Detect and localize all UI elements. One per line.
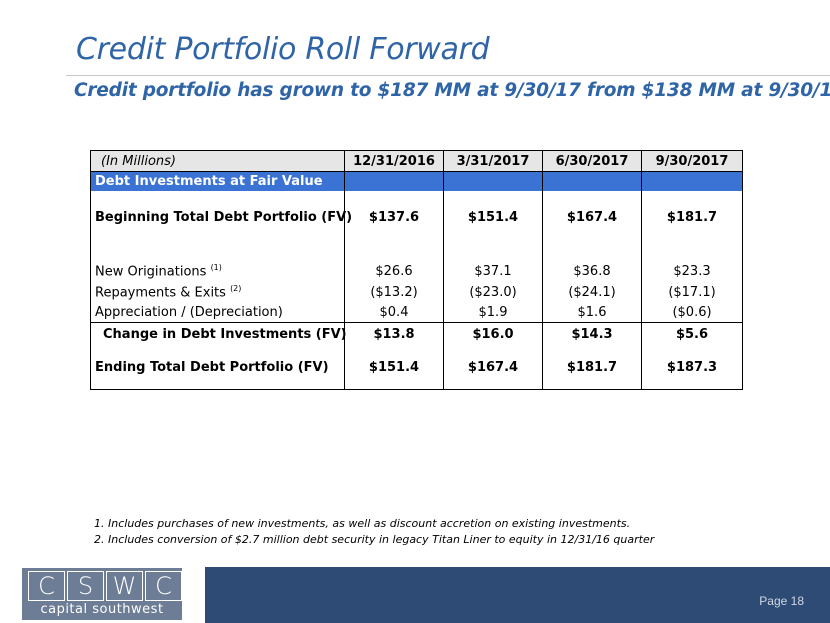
footnote-marker: (1) — [210, 262, 222, 272]
row-label: Ending Total Debt Portfolio (FV) — [90, 345, 345, 390]
column-header: 12/31/2016 — [344, 150, 444, 172]
cell-value: ($13.2) — [344, 282, 444, 302]
table-row: Change in Debt Investments (FV) $13.8 $1… — [90, 322, 743, 345]
cell-value: $137.6 — [344, 191, 444, 243]
footer-band: Page 18 — [205, 567, 830, 623]
logo-letters: C S W C — [28, 571, 184, 601]
title-divider — [66, 75, 830, 76]
table-row: Ending Total Debt Portfolio (FV) $151.4 … — [90, 345, 743, 390]
footnote-marker: (2) — [230, 283, 242, 293]
table-row: Beginning Total Debt Portfolio (FV) $137… — [90, 191, 743, 243]
cell-value: $23.3 — [641, 243, 743, 282]
cell-value: $1.9 — [443, 302, 543, 323]
table-row: Repayments & Exits (2) ($13.2) ($23.0) (… — [90, 282, 743, 302]
cell-value: $187.3 — [641, 345, 743, 390]
cell-value: $16.0 — [443, 322, 543, 345]
cell-value: $181.7 — [542, 345, 642, 390]
row-label: Beginning Total Debt Portfolio (FV) — [90, 191, 352, 243]
cell-value: $151.4 — [443, 191, 543, 243]
table-row: New Originations (1) $26.6 $37.1 $36.8 $… — [90, 243, 743, 282]
table-row: Appreciation / (Depreciation) $0.4 $1.9 … — [90, 302, 743, 323]
cell-value: ($17.1) — [641, 282, 743, 302]
cell-value: $167.4 — [542, 191, 642, 243]
logo-company-name: capital southwest — [40, 602, 164, 617]
company-logo: C S W C capital southwest — [0, 563, 205, 623]
footer-bar: Page 18 C S W C capital southwest — [0, 563, 830, 623]
section-header-row: Debt Investments at Fair Value — [90, 171, 743, 191]
cell-value: $167.4 — [443, 345, 543, 390]
column-header: 6/30/2017 — [542, 150, 642, 172]
cell-value: ($24.1) — [542, 282, 642, 302]
row-label: Appreciation / (Depreciation) — [90, 302, 345, 323]
cell-value: ($23.0) — [443, 282, 543, 302]
footnote-item: Includes conversion of $2.7 million debt… — [108, 532, 654, 548]
cell-value: $37.1 — [443, 243, 543, 282]
cell-value: $181.7 — [641, 191, 743, 243]
cell-value: $151.4 — [344, 345, 444, 390]
footnote-item: Includes purchases of new investments, a… — [108, 516, 654, 532]
cell-value: $14.3 — [542, 322, 642, 345]
cell-value: ($0.6) — [641, 302, 743, 323]
cell-value: $1.6 — [542, 302, 642, 323]
section-label: Debt Investments at Fair Value — [90, 171, 345, 191]
row-label: Repayments & Exits (2) — [90, 282, 345, 302]
footnotes-list: Includes purchases of new investments, a… — [70, 516, 654, 547]
row-label: Change in Debt Investments (FV) — [90, 322, 347, 345]
logo-box: C S W C capital southwest — [22, 568, 182, 620]
cell-value: $26.6 — [344, 243, 444, 282]
cell-value: $13.8 — [344, 322, 444, 345]
cell-value: $36.8 — [542, 243, 642, 282]
slide-subtitle: Credit portfolio has grown to $187 MM at… — [74, 80, 830, 101]
column-header: 3/31/2017 — [443, 150, 543, 172]
cell-value: $5.6 — [641, 322, 743, 345]
cell-value: $0.4 — [344, 302, 444, 323]
credit-roll-forward-table: (In Millions) 12/31/2016 3/31/2017 6/30/… — [90, 150, 743, 390]
table-header-row: (In Millions) 12/31/2016 3/31/2017 6/30/… — [90, 150, 743, 172]
row-label: New Originations (1) — [90, 243, 345, 282]
slide-title: Credit Portfolio Roll Forward — [76, 32, 490, 67]
page-number: Page 18 — [759, 594, 804, 608]
units-label: (In Millions) — [90, 150, 345, 172]
column-header: 9/30/2017 — [641, 150, 743, 172]
